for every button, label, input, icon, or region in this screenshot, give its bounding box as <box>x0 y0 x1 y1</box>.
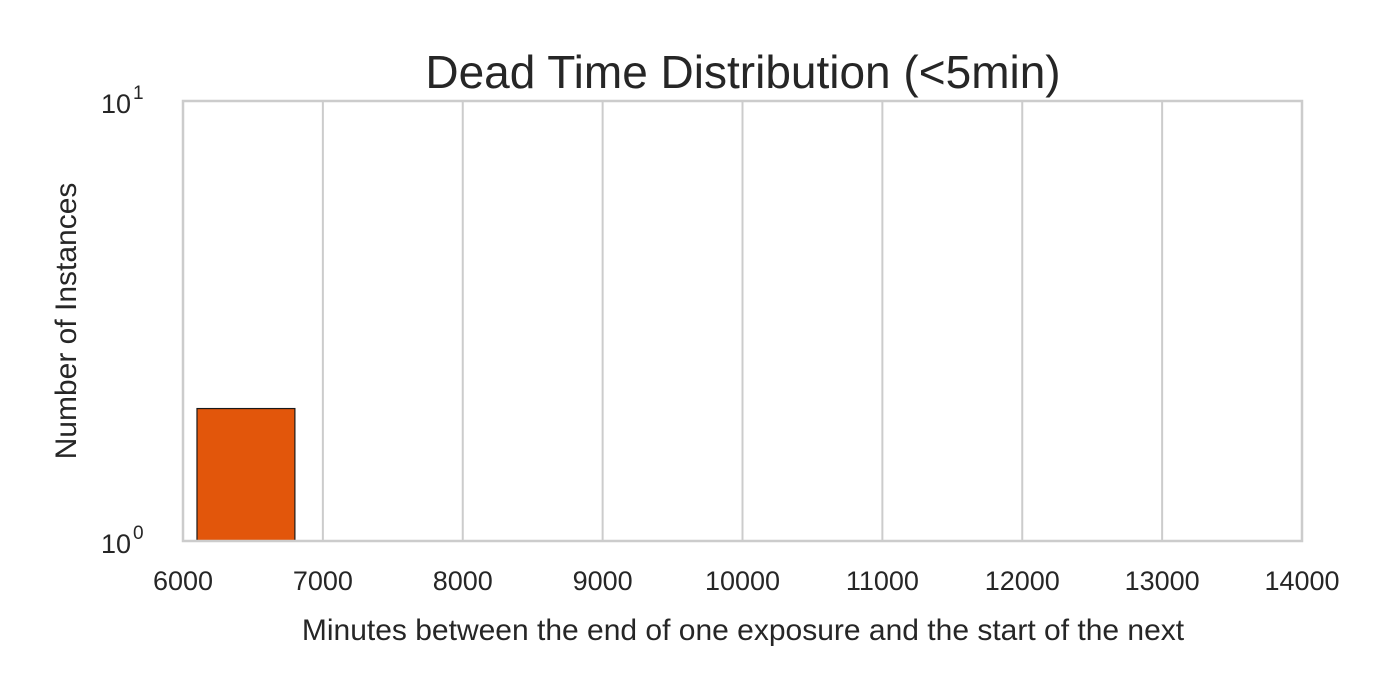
x-tick-label: 8000 <box>433 566 493 596</box>
x-tick-label: 6000 <box>153 566 213 596</box>
bars <box>196 407 296 542</box>
y-tick-label: 10 1 <box>101 83 144 119</box>
grid-lines <box>182 101 1303 541</box>
y-tick-exponent: 1 <box>133 83 144 104</box>
x-tick-label: 9000 <box>573 566 633 596</box>
x-tick-label: 12000 <box>985 566 1060 596</box>
y-axis-label: Number of Instances <box>50 183 83 460</box>
y-tick-base: 10 <box>101 89 131 119</box>
plot-frame <box>181 99 1304 543</box>
x-axis-label: Minutes between the end of one exposure … <box>302 614 1185 647</box>
chart-title: Dead Time Distribution (<5min) <box>425 46 1060 98</box>
bar-0 <box>196 407 296 542</box>
y-tick-base: 10 <box>101 529 131 559</box>
x-tick-label: 13000 <box>1125 566 1200 596</box>
x-tick-label: 11000 <box>846 566 919 596</box>
y-tick-exponent: 0 <box>133 523 144 544</box>
x-tick-label: 14000 <box>1264 566 1339 596</box>
x-tick-labels: 6000 7000 8000 9000 10000 11000 12000 13000 1400… <box>153 566 1340 596</box>
y-tick-label: 10 0 <box>101 523 144 559</box>
x-tick-label: 10000 <box>705 566 780 596</box>
x-tick-label: 7000 <box>293 566 353 596</box>
